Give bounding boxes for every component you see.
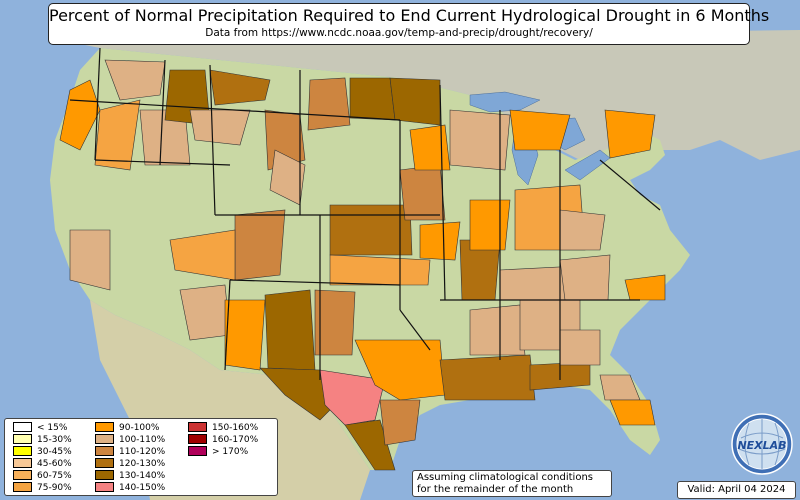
legend-item: 100-110% [95,433,166,446]
legend-label: 130-140% [119,471,166,481]
legend-swatch [95,457,114,468]
assumption-note: Assuming climatological conditions for t… [412,470,612,497]
legend-label: 160-170% [212,435,259,445]
legend-swatch [95,481,114,492]
legend-item: 45-60% [13,457,72,470]
drought-regions [59,59,666,471]
legend-item: 120-130% [95,457,166,470]
legend-swatch [95,433,114,444]
legend-label: 30-45% [37,447,72,457]
legend-swatch [13,481,32,492]
legend-label: 140-150% [119,483,166,493]
legend-swatch [188,433,207,444]
legend-item: 130-140% [95,469,166,482]
legend-label: < 15% [37,423,68,433]
legend-label: > 170% [212,447,249,457]
legend-swatch [188,421,207,432]
legend-item: 75-90% [13,481,72,494]
legend-swatch [13,433,32,444]
legend-label: 150-160% [212,423,259,433]
legend-swatch [13,469,32,480]
title-box: Percent of Normal Precipitation Required… [48,3,770,45]
legend: < 15% 15-30% 30-45% 45-60% 60-75% 75-90% 90-10… [4,418,278,496]
legend-item: 160-170% [188,433,259,446]
legend-label: 45-60% [37,459,72,469]
legend-swatch [95,469,114,480]
legend-swatch [13,445,32,456]
note-line-1: Assuming climatological conditions [417,472,593,483]
legend-item: 110-120% [95,445,166,458]
legend-item: < 15% [13,421,68,434]
legend-item: 30-45% [13,445,72,458]
legend-label: 60-75% [37,471,72,481]
legend-label: 100-110% [119,435,166,445]
legend-label: 90-100% [119,423,160,433]
legend-swatch [188,445,207,456]
legend-label: 15-30% [37,435,72,445]
legend-swatch [95,445,114,456]
state-boundaries [69,47,661,380]
legend-item: 150-160% [188,421,259,434]
legend-item: 140-150% [95,481,166,494]
legend-label: 75-90% [37,483,72,493]
legend-item: > 170% [188,445,249,458]
map-subtitle: Data from https://www.ncdc.noaa.gov/temp… [205,27,593,39]
valid-date: Valid: April 04 2024 [677,481,796,499]
legend-swatch [95,421,114,432]
legend-swatch [13,457,32,468]
logo-text: NEXLAB [737,439,786,452]
legend-label: 110-120% [119,447,166,457]
legend-item: 15-30% [13,433,72,446]
map-title: Percent of Normal Precipitation Required… [49,6,770,25]
legend-item: 60-75% [13,469,72,482]
legend-swatch [13,421,32,432]
note-line-2: for the remainder of the month [417,484,574,495]
legend-item: 90-100% [95,421,160,434]
legend-label: 120-130% [119,459,166,469]
nexlab-logo: NEXLAB [731,413,793,475]
